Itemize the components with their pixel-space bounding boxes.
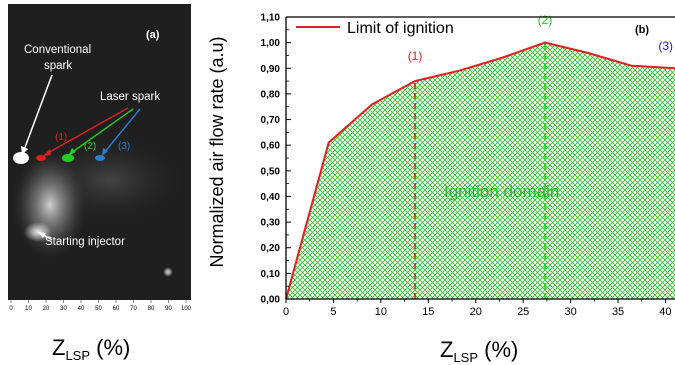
conventional-pointer <box>23 74 53 151</box>
y-ticks: 0,00 0,10 0,20 0,30 0,40 0,50 0,60 0,70 0,80 0,90… <box>261 13 291 306</box>
laser-arrow-1-head <box>43 149 51 156</box>
small-glow <box>163 267 173 277</box>
y-tick-label: 0,20 <box>261 243 281 254</box>
ignition-domain-fill <box>286 42 675 299</box>
x-tick-label: 40 <box>659 306 671 318</box>
x-axis-label-main: Z <box>440 337 453 362</box>
laser-spark-2-marker <box>62 154 74 162</box>
y-tick-label: 0,80 <box>261 89 281 100</box>
y-tick-label: 1,10 <box>261 13 281 24</box>
photo-tick-label: 90 <box>165 306 172 312</box>
photo-xlabel-sub: LSP <box>65 348 90 363</box>
x-axis-label-sub: LSP <box>453 350 478 365</box>
x-tick-label: 20 <box>470 306 482 318</box>
laser-arrow-3 <box>103 108 141 154</box>
y-tick-label: 0,60 <box>261 141 281 152</box>
x-tick-label: 5 <box>330 306 336 318</box>
laser-spark-label: Laser spark <box>100 91 160 103</box>
y-tick-label: 0,40 <box>261 192 281 203</box>
laser-arrow-2 <box>70 108 134 154</box>
photo-tick-label: 0 <box>9 306 13 312</box>
y-axis-label: Normalized air flow rate (a.u) <box>207 36 227 267</box>
laser-spark-3-marker <box>95 155 105 161</box>
photo-panel-label: (a) <box>146 29 160 41</box>
photo-axis-ticks: 0 10 20 30 40 50 60 70 80 90 100 <box>9 300 192 312</box>
photo-tick-label: 10 <box>25 306 32 312</box>
photo-marker-1-label: (1) <box>55 132 67 143</box>
laser-arrow-3-head <box>102 148 108 156</box>
ignition-domain-label: Ignition domain <box>444 182 559 201</box>
photo-tick-label: 70 <box>130 306 137 312</box>
laser-arrow-1 <box>45 107 129 155</box>
x-tick-label: 25 <box>517 306 529 318</box>
photo-panel: (a) Conventional spark Laser spark (1) (… <box>8 4 192 363</box>
marker-label-1: (1) <box>408 49 423 63</box>
x-tick-label: 10 <box>375 306 387 318</box>
photo-tick-label: 20 <box>43 306 50 312</box>
x-tick-label: 15 <box>422 306 434 318</box>
y-tick-label: 0,50 <box>261 166 281 177</box>
chart-panel: (1)(2)(3) 0,000,100,200,300,400,500,600,… <box>207 13 675 365</box>
injector-pointer-head <box>38 232 46 238</box>
photo-xlabel-unit: (%) <box>90 335 130 360</box>
photo-tick-label: 60 <box>113 306 120 312</box>
laser-arrow-2-head <box>68 148 76 156</box>
photo-tick-label: 80 <box>148 306 155 312</box>
x-tick-label: 35 <box>612 306 624 318</box>
y-tick-label: 0,00 <box>261 295 281 306</box>
y-tick-label: 1,00 <box>261 38 281 49</box>
conventional-spark-marker <box>13 152 29 164</box>
x-axis-label: ZLSP (%) <box>440 337 518 365</box>
marker-label-2: (2) <box>538 13 553 27</box>
photo-tick-label: 100 <box>181 306 192 312</box>
y-tick-label: 0,90 <box>261 64 281 75</box>
marker-label-3: (3) <box>658 39 673 53</box>
legend-label: Limit of ignition <box>347 20 454 37</box>
y-tick-label: 0,30 <box>261 218 281 229</box>
x-tick-label: 30 <box>565 306 577 318</box>
photo-marker-3-label: (3) <box>118 141 130 152</box>
photo-tick-label: 40 <box>78 306 85 312</box>
x-axis-label-unit: (%) <box>478 337 518 362</box>
y-tick-label: 0,70 <box>261 115 281 126</box>
photo-xlabel-main: Z <box>52 335 65 360</box>
limit-of-ignition-line <box>285 41 675 300</box>
conventional-label-line2: spark <box>44 60 72 72</box>
photo-marker-2-label: (2) <box>84 141 96 152</box>
photo-tick-label: 30 <box>60 306 67 312</box>
y-tick-label: 0,10 <box>261 269 281 280</box>
x-ticks: 0 5 10 15 20 25 30 35 40 <box>283 299 672 318</box>
chart-panel-label: (b) <box>635 24 649 36</box>
starting-injector-label: Starting injector <box>45 236 125 248</box>
photo-xlabel: ZLSP (%) <box>52 335 130 363</box>
laser-spark-1-marker <box>36 155 46 161</box>
photo-tick-label: 50 <box>95 306 102 312</box>
conventional-label-line1: Conventional <box>24 44 91 56</box>
x-tick-label: 0 <box>283 306 289 318</box>
